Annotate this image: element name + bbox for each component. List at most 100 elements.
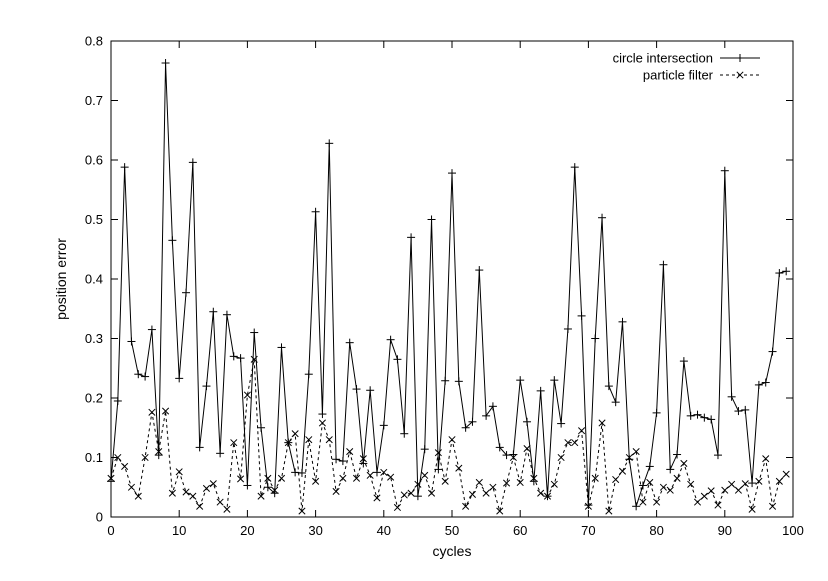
data-point — [645, 462, 654, 471]
data-point — [427, 489, 436, 497]
data-point — [652, 408, 661, 417]
y-axis: 0 0.1 0.2 0.3 0.4 0.5 0.6 0.7 0.8 — [85, 34, 793, 525]
y-tick-label: 0.1 — [85, 450, 103, 465]
data-point — [154, 451, 163, 460]
y-tick-label: 0.3 — [85, 331, 103, 346]
plot-lines — [110, 62, 787, 514]
x-tick-label: 90 — [718, 523, 732, 538]
legend-item: circle intersection — [613, 51, 760, 66]
data-point — [202, 484, 211, 492]
plot-markers — [107, 59, 791, 515]
data-point — [598, 419, 606, 427]
data-point — [679, 357, 688, 366]
data-point — [680, 459, 688, 468]
y-tick-label: 0.2 — [85, 391, 103, 406]
data-point — [495, 443, 504, 452]
data-point — [127, 483, 136, 491]
data-point — [162, 407, 170, 415]
data-point — [618, 467, 627, 475]
data-point — [366, 386, 375, 395]
data-point — [748, 479, 757, 488]
data-point — [386, 335, 395, 344]
data-point — [611, 398, 620, 407]
data-point — [345, 338, 354, 347]
data-point — [775, 477, 783, 485]
y-tick-label: 0.8 — [85, 34, 103, 49]
data-point — [359, 459, 368, 468]
data-point — [604, 382, 613, 391]
data-point — [318, 419, 326, 427]
data-point — [421, 471, 429, 479]
data-point — [291, 430, 299, 438]
x-tick-label: 0 — [107, 523, 114, 538]
data-point — [379, 421, 388, 430]
data-point — [264, 474, 272, 482]
data-point — [134, 492, 142, 500]
data-point — [782, 470, 790, 478]
x-axis-label: cycles — [433, 543, 472, 559]
data-point — [393, 355, 402, 364]
data-point — [653, 498, 661, 506]
data-point — [441, 477, 449, 485]
x-tick-label: 60 — [513, 523, 527, 538]
data-point — [263, 483, 272, 492]
data-point — [325, 436, 333, 444]
data-point — [475, 266, 484, 275]
data-point — [202, 382, 211, 391]
data-point — [693, 410, 702, 419]
data-point — [687, 480, 695, 488]
data-point — [775, 269, 784, 278]
data-point — [755, 477, 763, 485]
data-point — [523, 445, 531, 453]
data-point — [503, 479, 511, 487]
data-point — [754, 380, 763, 389]
data-point — [686, 411, 695, 420]
data-point — [243, 481, 252, 490]
data-point — [229, 352, 238, 361]
data-point — [257, 492, 265, 500]
data-point — [591, 334, 600, 343]
data-point — [482, 411, 491, 420]
data-point — [448, 436, 456, 444]
data-point — [625, 453, 633, 462]
data-point — [427, 215, 436, 224]
legend-item: particle filter — [643, 68, 760, 83]
data-point — [768, 502, 777, 510]
data-point — [612, 475, 620, 484]
data-point — [120, 163, 129, 172]
data-point — [516, 478, 524, 487]
data-point — [250, 328, 259, 337]
data-point — [591, 474, 599, 482]
series-line-1 — [110, 62, 787, 507]
data-point — [407, 233, 416, 242]
data-point — [339, 474, 347, 482]
data-point — [250, 355, 258, 363]
data-point — [700, 413, 709, 422]
data-point — [257, 423, 266, 432]
data-point — [284, 439, 292, 447]
data-point — [666, 486, 674, 494]
legend-marker — [736, 54, 744, 62]
data-point — [168, 236, 177, 245]
data-point — [728, 480, 736, 488]
data-point — [305, 436, 313, 444]
data-point — [216, 498, 224, 506]
data-point — [325, 139, 334, 148]
data-point — [530, 474, 538, 482]
data-point — [666, 465, 675, 474]
data-point — [454, 377, 463, 386]
data-point — [420, 445, 429, 454]
data-point — [352, 385, 361, 394]
data-point — [380, 468, 388, 476]
data-point — [134, 370, 143, 379]
data-point — [434, 465, 443, 474]
data-point — [646, 478, 654, 487]
data-point — [461, 423, 470, 432]
data-point — [277, 343, 286, 352]
data-point — [468, 417, 477, 426]
data-point — [618, 317, 627, 326]
data-point — [578, 427, 586, 435]
data-point — [407, 489, 415, 497]
data-point — [121, 462, 129, 470]
data-point — [209, 307, 218, 316]
